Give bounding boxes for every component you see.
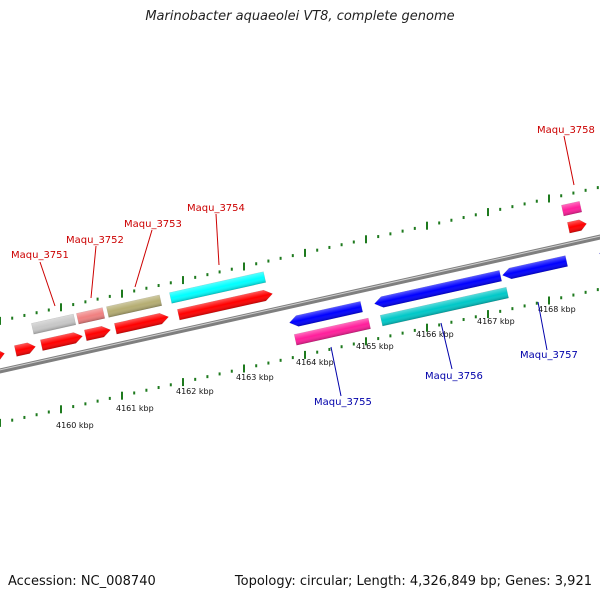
gene-maqu-3751 <box>31 313 77 335</box>
cds-maqu-3753 <box>114 313 169 335</box>
label-maqu-3753: Maqu_3753 <box>124 219 182 230</box>
gene-maqu-3758 <box>561 200 583 217</box>
gene-labels: Maqu_3751 Maqu_3752 Maqu_3753 Maqu_3754 … <box>11 125 595 408</box>
label-leader-lines <box>39 135 575 397</box>
feature-track <box>0 200 600 364</box>
leader-maqu-3757 <box>537 301 548 351</box>
scale-label-4162: 4162 kbp <box>176 387 214 396</box>
accession-text: Accession: NC_008740 <box>8 574 156 589</box>
leader-maqu-3758 <box>563 135 575 186</box>
leader-maqu-3755 <box>330 346 342 397</box>
top-tick-track <box>0 186 599 325</box>
cds-maqu-3752 <box>84 325 111 342</box>
scale-label-4164: 4164 kbp <box>296 358 334 367</box>
cds-partial-left <box>0 349 5 364</box>
gene-maqu-3755 <box>293 317 371 346</box>
label-maqu-3752: Maqu_3752 <box>66 235 124 246</box>
genome-backbone-highlight <box>0 235 600 371</box>
scale-labels: 4160 kbp 4161 kbp 4162 kbp 4163 kbp 4164… <box>56 305 576 430</box>
leader-maqu-3754 <box>215 213 220 266</box>
label-maqu-3751: Maqu_3751 <box>11 250 69 261</box>
cds-maqu-3756 <box>374 270 502 308</box>
genome-summary-text: Topology: circular; Length: 4,326,849 bp… <box>234 574 592 589</box>
gene-maqu-3756 <box>379 286 509 327</box>
scale-label-4161: 4161 kbp <box>116 404 154 413</box>
scale-label-4168: 4168 kbp <box>538 305 576 314</box>
cds-maqu-3757 <box>502 255 568 280</box>
gene-maqu-3754 <box>169 271 267 304</box>
label-maqu-3756: Maqu_3756 <box>425 371 483 382</box>
leader-maqu-3753 <box>134 229 153 288</box>
gene-maqu-3752 <box>76 307 106 325</box>
genome-backbone <box>0 234 600 374</box>
cds-maqu-3758 <box>567 219 587 234</box>
label-maqu-3758: Maqu_3758 <box>537 125 595 136</box>
scale-label-4165: 4165 kbp <box>356 342 394 351</box>
label-maqu-3757: Maqu_3757 <box>520 350 578 361</box>
leader-maqu-3751 <box>39 261 56 307</box>
gene-maqu-3753 <box>106 294 163 318</box>
feature-band <box>0 200 600 364</box>
label-maqu-3754: Maqu_3754 <box>187 203 245 214</box>
scale-label-4166: 4166 kbp <box>416 330 454 339</box>
map-title: Marinobacter aquaeolei VT8, complete gen… <box>145 9 455 24</box>
cds-maqu-3754 <box>177 289 273 321</box>
scale-label-4160: 4160 kbp <box>56 421 94 430</box>
cds-maqu-3751 <box>40 332 83 351</box>
scale-label-4167: 4167 kbp <box>477 317 515 326</box>
label-maqu-3755: Maqu_3755 <box>314 397 372 408</box>
cds-small <box>14 342 36 357</box>
leader-maqu-3752 <box>90 245 97 299</box>
cds-maqu-3755 <box>289 301 363 327</box>
leader-maqu-3756 <box>440 322 453 370</box>
scale-label-4163: 4163 kbp <box>236 373 274 382</box>
bottom-tick-track <box>0 288 599 427</box>
